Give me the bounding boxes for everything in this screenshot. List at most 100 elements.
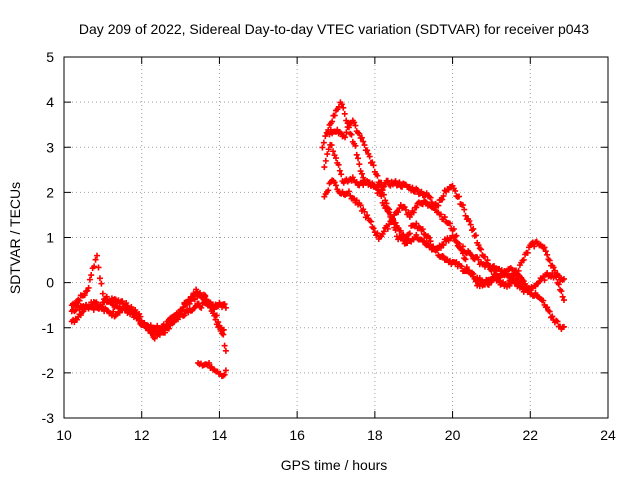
data-point-marker xyxy=(221,301,228,308)
data-point-marker xyxy=(206,299,213,306)
data-point-marker xyxy=(341,110,348,117)
data-point-marker xyxy=(364,147,371,154)
data-point-marker xyxy=(413,231,420,238)
data-point-marker xyxy=(545,256,552,263)
data-point-marker xyxy=(374,172,381,179)
data-point-marker xyxy=(524,249,531,256)
x-axis-label: GPS time / hours xyxy=(281,457,388,473)
data-point-marker xyxy=(340,104,347,111)
data-point-marker xyxy=(352,122,359,129)
data-point-marker xyxy=(352,142,359,149)
data-point-marker xyxy=(344,124,351,131)
data-point-marker xyxy=(364,212,371,219)
data-point-marker xyxy=(459,202,466,209)
data-point-marker xyxy=(325,187,332,194)
data-point-marker xyxy=(374,230,381,237)
data-point-marker xyxy=(95,264,102,271)
data-point-marker xyxy=(331,112,338,119)
data-point-marker xyxy=(459,243,466,250)
data-point-marker xyxy=(351,119,358,126)
y-tick-label: -3 xyxy=(42,410,55,426)
data-point-marker xyxy=(221,342,228,349)
x-tick-label: 12 xyxy=(134,427,150,443)
data-point-marker xyxy=(553,271,560,278)
data-point-marker xyxy=(370,162,377,169)
data-point-marker xyxy=(470,225,477,232)
data-point-marker xyxy=(481,253,488,260)
data-point-marker xyxy=(222,367,229,374)
data-point-marker xyxy=(116,309,123,316)
data-point-marker xyxy=(540,297,547,304)
data-point-marker xyxy=(544,251,551,258)
data-point-marker xyxy=(125,305,132,312)
data-point-marker xyxy=(345,188,352,195)
data-point-marker xyxy=(198,304,205,311)
data-point-marker xyxy=(546,308,553,315)
data-point-marker xyxy=(158,327,165,334)
data-point-marker xyxy=(76,297,83,304)
data-point-marker xyxy=(400,237,407,244)
data-point-marker xyxy=(462,256,469,263)
data-point-marker xyxy=(531,243,538,250)
data-point-marker xyxy=(487,279,494,286)
data-point-marker xyxy=(92,256,99,263)
data-point-marker xyxy=(206,359,213,366)
data-point-marker xyxy=(520,256,527,263)
y-tick-label: 5 xyxy=(46,49,54,65)
data-point-marker xyxy=(366,153,373,160)
data-point-marker xyxy=(380,191,387,198)
data-point-marker xyxy=(333,155,339,162)
data-point-marker xyxy=(367,218,374,225)
data-point-marker xyxy=(440,242,447,249)
data-point-marker xyxy=(559,293,566,300)
data-point-marker xyxy=(96,275,103,282)
data-point-marker xyxy=(77,312,84,319)
data-point-marker xyxy=(507,280,514,287)
x-tick-label: 24 xyxy=(600,427,616,443)
data-point-marker xyxy=(342,134,349,141)
y-tick-label: 4 xyxy=(46,94,54,110)
data-point-marker xyxy=(321,164,328,171)
data-point-marker xyxy=(322,157,329,164)
data-point-marker xyxy=(551,267,558,274)
x-tick-label: 16 xyxy=(289,427,305,443)
data-point-marker xyxy=(377,179,384,186)
data-point-marker xyxy=(72,307,79,314)
data-point-marker xyxy=(174,316,181,323)
data-point-marker xyxy=(338,101,345,108)
data-point-marker xyxy=(333,182,339,189)
data-point-marker xyxy=(88,272,95,279)
data-point-marker xyxy=(426,234,433,241)
data-point-marker xyxy=(542,248,549,255)
data-point-marker xyxy=(435,202,442,209)
data-point-marker xyxy=(392,227,399,234)
data-point-marker xyxy=(469,252,475,259)
data-point-marker xyxy=(146,324,153,331)
data-point-marker xyxy=(91,263,98,270)
data-point-marker xyxy=(221,371,228,378)
data-point-marker xyxy=(86,276,93,283)
data-point-marker xyxy=(320,139,327,146)
x-tick-label: 14 xyxy=(212,427,228,443)
data-point-marker xyxy=(330,148,337,155)
data-point-marker xyxy=(380,183,387,190)
data-point-marker xyxy=(184,301,191,308)
data-point-marker xyxy=(453,238,460,245)
data-point-marker xyxy=(324,151,331,158)
data-point-marker xyxy=(384,225,391,232)
data-point-marker xyxy=(216,323,223,330)
data-point-marker xyxy=(387,211,394,218)
data-point-marker xyxy=(136,317,143,324)
data-point-marker xyxy=(560,323,567,330)
data-point-marker xyxy=(536,278,543,285)
data-point-marker xyxy=(558,288,565,295)
chart-title: Day 209 of 2022, Sidereal Day-to-day VTE… xyxy=(79,21,589,37)
y-axis-label: SDTVAR / TECUs xyxy=(7,182,23,294)
data-point-marker xyxy=(554,318,561,325)
data-point-marker xyxy=(503,268,510,275)
data-point-marker xyxy=(355,155,362,162)
data-point-marker xyxy=(450,225,457,232)
data-point-marker xyxy=(419,226,426,233)
data-point-marker xyxy=(348,131,355,138)
